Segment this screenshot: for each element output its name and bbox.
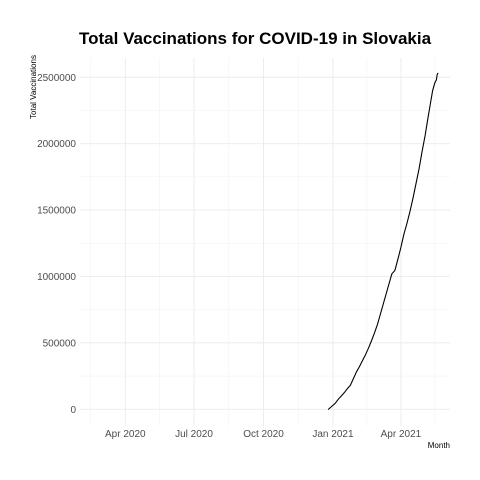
y-tick-label: 1000000 (37, 272, 76, 283)
y-tick-label: 2000000 (37, 139, 76, 150)
x-tick-label: Apr 2021 (381, 429, 422, 440)
series-layer (327, 72, 439, 410)
x-tick-label: Jan 2021 (312, 429, 354, 440)
y-axis-label: Total Vaccinations (29, 55, 38, 119)
x-tick-label: Jul 2020 (175, 429, 213, 440)
y-tick-label: 2500000 (37, 73, 76, 84)
chart-title: Total Vaccinations for COVID-19 in Slova… (79, 29, 432, 48)
y-tick-label: 1500000 (37, 206, 76, 217)
x-tick-label: Oct 2020 (243, 429, 284, 440)
x-axis-label: Month (428, 441, 450, 450)
y-axis-tick-labels: 0 500000 1000000 1500000 2000000 2500000 (37, 73, 76, 416)
series-line-slovakia (327, 72, 439, 410)
minor-gridlines (80, 58, 450, 426)
x-axis-tick-labels: Apr 2020 Jul 2020 Oct 2020 Jan 2021 Apr 2021 (105, 429, 422, 440)
y-tick-label: 0 (70, 405, 76, 416)
x-tick-label: Apr 2020 (105, 429, 146, 440)
major-gridlines (80, 58, 450, 426)
y-tick-label: 500000 (43, 338, 77, 349)
